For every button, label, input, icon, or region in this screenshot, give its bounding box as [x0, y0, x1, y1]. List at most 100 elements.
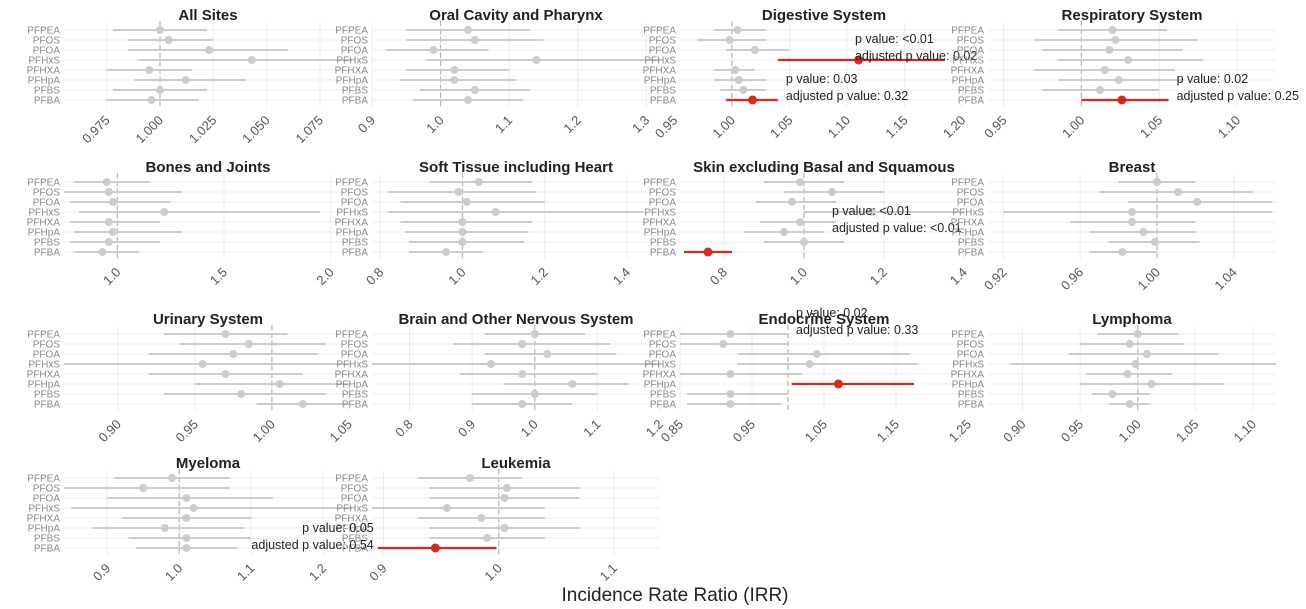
point-estimate [868, 208, 876, 216]
panel-background [988, 175, 1276, 259]
category-label: PFBA [342, 96, 368, 107]
point-estimate [198, 360, 207, 368]
category-label: PFOA [341, 46, 369, 57]
point-estimate [168, 474, 176, 482]
category-label: PFOA [341, 350, 369, 361]
p-value-annotation: adjusted p value: 0.33 [796, 323, 918, 337]
x-tick-label: 1.2 [560, 113, 583, 136]
point-estimate [726, 400, 735, 408]
point-estimate [518, 400, 527, 408]
x-tick-label: 1.05 [1173, 417, 1202, 446]
x-tick-label: 1.0 [445, 265, 468, 288]
category-label: PFHxS [952, 208, 984, 219]
significant-point-estimate [748, 95, 758, 105]
point-estimate [1147, 380, 1156, 388]
x-tick-label: 0.9 [455, 417, 478, 440]
x-tick-label: 1.2 [867, 265, 890, 288]
category-label: PFPEA [335, 26, 368, 37]
forest-panel: Urinary System PFPEAPFOSPFOAPFHxSPFHXAPFH… [27, 311, 355, 445]
x-tick-label: 1.5 [207, 265, 230, 288]
x-tick-label: 1.1 [597, 561, 620, 584]
category-label: PFBA [34, 96, 60, 107]
x-tick-label: 1.4 [610, 265, 633, 288]
category-label: PFHXA [643, 370, 677, 381]
category-label: PFOS [649, 340, 677, 351]
category-label: PFHXA [27, 514, 61, 525]
point-estimate [1125, 340, 1134, 348]
x-tick-label: 1.0 [787, 265, 810, 288]
point-estimate [1123, 370, 1132, 378]
category-label: PFPEA [27, 26, 60, 37]
category-label: PFOA [33, 198, 61, 209]
category-label: PFOS [649, 188, 677, 199]
category-label: PFOS [957, 188, 985, 199]
point-estimate [182, 544, 191, 552]
panel-title: Soft Tissue including Heart [419, 159, 613, 176]
point-estimate [470, 36, 479, 44]
category-label: PFBS [34, 390, 60, 401]
point-estimate [474, 178, 483, 186]
x-tick-label: 1.20 [940, 113, 969, 142]
forest-panel: Soft Tissue including Heart PFPEAPFOSPFOA… [335, 159, 660, 288]
point-estimate [483, 534, 492, 542]
point-estimate [568, 380, 577, 388]
category-label: PFBS [650, 86, 676, 97]
point-estimate [1139, 228, 1148, 236]
point-estimate [247, 56, 256, 64]
point-estimate [109, 198, 118, 206]
p-value-annotation: p value: 0.03 [786, 72, 858, 86]
point-estimate [458, 218, 467, 226]
point-estimate [182, 514, 191, 522]
point-estimate [275, 380, 284, 388]
point-estimate [1128, 218, 1136, 226]
category-label: PFBS [34, 534, 60, 545]
p-value-annotation: adjusted p value: 0.32 [786, 89, 908, 103]
category-label: PFHXA [335, 218, 369, 229]
point-estimate [486, 360, 495, 368]
forest-panel: Leukemia PFPEAPFOSPFOAPFHxSPFHXAPFHpAPFBS… [251, 455, 660, 584]
category-label: PFPEA [335, 178, 368, 189]
point-estimate [530, 390, 539, 398]
category-label: PFOA [33, 46, 61, 57]
category-label: PFHXA [951, 218, 985, 229]
x-tick-label: 0.9 [366, 561, 389, 584]
x-tick-label: 1.4 [947, 265, 970, 288]
category-label: PFPEA [27, 178, 60, 189]
category-label: PFPEA [643, 178, 676, 189]
point-estimate [182, 494, 191, 502]
p-value-annotation: p value: <0.01 [855, 32, 934, 46]
category-label: PFHxS [336, 56, 368, 67]
point-estimate [1108, 26, 1117, 34]
category-label: PFHpA [644, 380, 677, 391]
x-tick-label: 1.10 [1231, 417, 1260, 446]
category-label: PFHpA [28, 76, 61, 87]
point-estimate [788, 198, 796, 206]
point-estimate [502, 484, 511, 492]
category-label: PFOS [33, 484, 61, 495]
category-label: PFBA [958, 248, 984, 259]
x-tick-label: 1.00 [250, 417, 279, 446]
point-estimate [1105, 46, 1114, 54]
category-label: PFHXA [951, 370, 985, 381]
panel-background [64, 23, 352, 107]
forest-panel: Myeloma PFPEAPFOSPFOAPFHxSPFHXAPFHpAPFBSP… [27, 455, 352, 584]
category-label: PFPEA [951, 178, 984, 189]
category-label: PFOA [649, 46, 677, 57]
panel-title: All Sites [178, 7, 237, 24]
category-label: PFOS [33, 340, 61, 351]
category-label: PFHXA [643, 66, 677, 77]
category-label: PFHpA [644, 228, 677, 239]
category-label: PFOA [33, 350, 61, 361]
point-estimate [1124, 56, 1133, 64]
panel-title: Urinary System [153, 311, 263, 328]
category-label: PFHXA [335, 370, 369, 381]
x-tick-label: 1.00 [1115, 417, 1144, 446]
point-estimate [470, 86, 479, 94]
point-estimate [450, 66, 459, 74]
point-estimate [221, 370, 230, 378]
category-label: PFPEA [643, 330, 676, 341]
x-tick-label: 1.025 [186, 113, 220, 147]
x-tick-label: 0.9 [90, 561, 113, 584]
x-tick-label: 1.05 [1137, 113, 1166, 142]
